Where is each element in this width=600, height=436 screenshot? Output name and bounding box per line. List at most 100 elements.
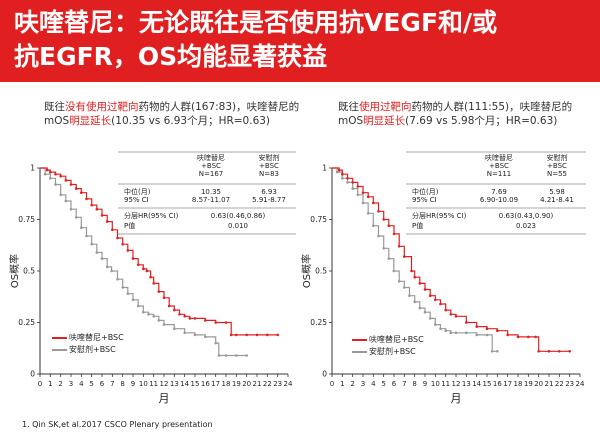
left-legend-swatch-placebo: [52, 348, 67, 351]
left-series-0-point-5: [64, 179, 68, 182]
left-series-1-point-27: [193, 333, 197, 337]
right-col2-head-1: 安慰剂: [546, 154, 568, 162]
right-series-1-point-22: [444, 329, 447, 332]
right-series-1-point-1: [335, 170, 339, 174]
left-x-tick-label-2: 2: [58, 380, 62, 388]
right-y-tick-label-2: 0.5: [315, 267, 327, 276]
left-x-tick-label-21: 21: [253, 380, 262, 388]
right-col1-head-1: 呋喹替尼: [485, 154, 513, 162]
left-series-1-point-5: [64, 199, 68, 203]
right-series-0-point-14: [403, 255, 406, 258]
left-series-0-point-28: [178, 313, 181, 316]
left-series-1-point-9: [85, 234, 88, 238]
left-series-0-point-33: [214, 321, 217, 324]
right-y-tick-label-3: 0.75: [310, 215, 327, 224]
left-series-0-point-3: [54, 172, 57, 176]
right-series-1-point-10: [382, 247, 385, 250]
right-x-tick-label-13: 13: [462, 380, 471, 388]
right-x-tick-label-10: 10: [431, 380, 440, 388]
right-series-1-point-11: [387, 257, 391, 260]
left-col2-head-2: +BSC: [259, 162, 279, 170]
right-description: 既往使用过靶向药物的人群(111:55)，呋喹替尼的 mOS明显延长(7.69 …: [338, 100, 572, 128]
right-desc-l2-post: (7.69 vs 5.98个月；HR=0.63): [405, 115, 558, 127]
left-desc-pre: 既往: [44, 101, 65, 113]
right-x-tick-label-12: 12: [452, 380, 461, 388]
right-series-1-point-26: [475, 333, 478, 337]
right-x-tick-label-16: 16: [493, 380, 502, 388]
right-x-tick-label-2: 2: [350, 380, 354, 388]
left-series-0-point-31: [193, 317, 197, 320]
left-series-1-point-16: [121, 286, 124, 289]
left-series-1-point-14: [110, 269, 113, 273]
header-banner: 呋喹替尼：无论既往是否使用抗VEGF和/或 抗EGFR，OS均能显著获益: [0, 0, 600, 82]
left-series-1-point-17: [126, 292, 130, 295]
right-series-1-point-14: [403, 286, 406, 289]
left-series-0-point-30: [188, 317, 192, 320]
right-series-0-point-36: [568, 350, 571, 353]
right-ci-placebo: 4.21-8.41: [540, 196, 574, 204]
left-series-0-point-15: [116, 236, 119, 240]
left-series-1-point-8: [80, 226, 83, 229]
right-series-0-point-10: [382, 218, 385, 221]
right-series-line-1: [332, 167, 498, 352]
left-x-tick-label-4: 4: [79, 380, 84, 388]
right-series-1-point-21: [439, 327, 442, 330]
left-x-tick-label-20: 20: [242, 380, 251, 388]
left-description: 既往没有使用过靶向药物的人群(167:83)，呋喹替尼的 mOS明显延长(10.…: [44, 100, 299, 128]
right-x-tick-label-17: 17: [503, 380, 512, 388]
left-x-tick-label-19: 19: [232, 380, 241, 388]
left-series-0-point-24: [157, 290, 161, 293]
right-series-0-point-17: [418, 282, 422, 285]
right-legend-swatch-drug: [352, 338, 367, 341]
left-ci-placebo: 5.91-8.77: [252, 196, 286, 204]
left-series-1-point-12: [100, 257, 104, 260]
right-ci-label: 95% CI: [412, 196, 437, 204]
left-series-1-point-7: [74, 216, 78, 219]
right-series-0-point-12: [392, 232, 396, 236]
right-series-0-point-8: [372, 201, 375, 205]
right-y-tick-label-0: 0: [322, 370, 327, 379]
left-x-tick-label-13: 13: [170, 380, 179, 388]
left-x-tick-label-23: 23: [273, 380, 282, 388]
left-desc-l2-post: (10.35 vs 6.93个月；HR=0.63): [111, 115, 271, 127]
left-series-0-point-9: [85, 197, 88, 201]
right-desc-post: 药物的人群(111:55)，呋喹替尼的: [411, 101, 573, 113]
left-series-0-point-11: [95, 207, 99, 211]
left-desc-post: 药物的人群(167:83)，呋喹替尼的: [138, 101, 300, 113]
right-series-0-point-6: [361, 191, 365, 194]
right-col2-head-2: +BSC: [547, 162, 567, 170]
left-series-0-point-34: [224, 321, 228, 324]
right-series-0-point-2: [341, 172, 344, 176]
left-series-0-point-23: [152, 282, 155, 285]
left-series-line-1: [40, 167, 247, 357]
left-stats-table: 呋喹替尼 +BSC N=167 安慰剂 +BSC N=83 中位(月) 95% …: [118, 152, 298, 244]
left-series-1-point-24: [162, 323, 166, 326]
right-series-0-point-9: [377, 210, 380, 213]
right-x-tick-label-4: 4: [371, 380, 376, 388]
left-x-tick-label-12: 12: [160, 380, 169, 388]
left-median-label: 中位(月): [124, 188, 151, 196]
right-x-tick-label-19: 19: [524, 380, 533, 388]
left-series-0-point-26: [167, 304, 171, 308]
left-series-0-point-16: [121, 242, 124, 246]
left-p-value: 0.010: [227, 222, 249, 230]
left-series-1-point-3: [54, 183, 57, 186]
left-ci-drug: 8.57-11.07: [191, 196, 231, 204]
left-series-1-point-28: [204, 335, 207, 339]
right-series-1-point-12: [392, 269, 396, 273]
right-legend: 呋喹替尼+BSC 安慰剂+BSC: [352, 334, 472, 360]
left-y-axis-label: OS概率: [8, 254, 21, 288]
left-x-tick-label-1: 1: [48, 380, 52, 388]
right-col2-head-3: N=55: [546, 170, 567, 178]
right-x-tick-label-22: 22: [555, 380, 564, 388]
left-series-1-point-10: [90, 242, 93, 246]
right-series-0-point-4: [351, 181, 354, 184]
left-series-0-point-13: [105, 220, 109, 223]
left-series-1-point-2: [49, 177, 52, 180]
left-legend-placebo: 安慰剂+BSC: [69, 345, 116, 354]
left-y-tick-label-0: 0: [30, 370, 35, 379]
right-legend-placebo: 安慰剂+BSC: [369, 347, 416, 356]
right-series-0-point-25: [465, 321, 468, 324]
left-series-1-point-23: [157, 319, 161, 322]
left-series-1-point-26: [183, 331, 186, 335]
